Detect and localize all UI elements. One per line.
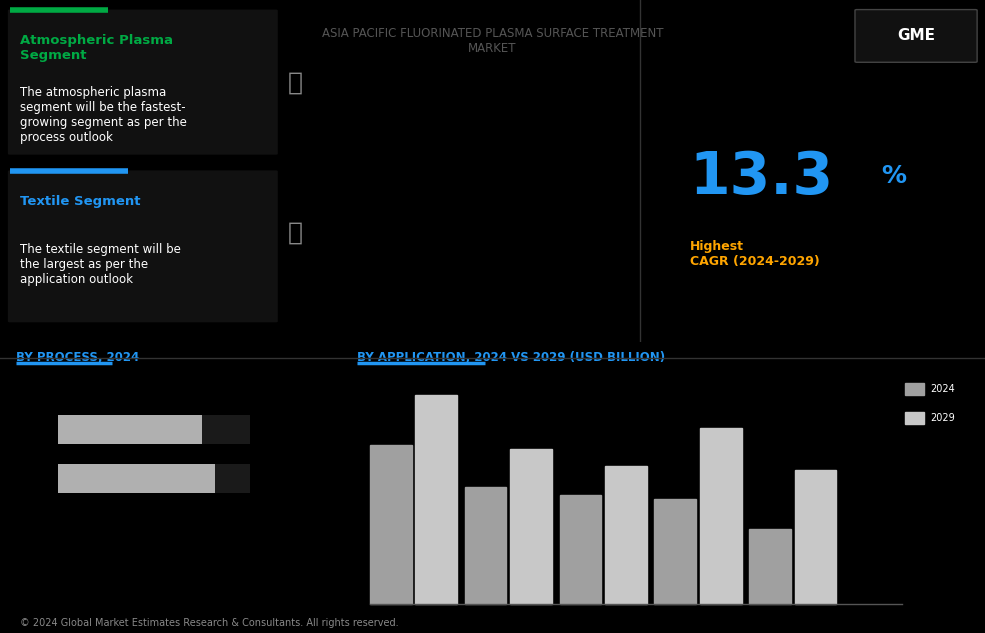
Text: ⓘ: ⓘ <box>288 70 303 94</box>
Bar <box>905 412 924 423</box>
Text: GME: GME <box>897 28 935 44</box>
Bar <box>370 445 412 604</box>
Bar <box>58 465 216 493</box>
FancyBboxPatch shape <box>8 9 278 154</box>
Text: BY PROCESS, 2024: BY PROCESS, 2024 <box>16 351 139 364</box>
Text: 13.3: 13.3 <box>690 149 833 206</box>
Text: The atmospheric plasma
segment will be the fastest-
growing segment as per the
p: The atmospheric plasma segment will be t… <box>20 85 186 144</box>
Text: ASIA PACIFIC FLUORINATED PLASMA SURFACE TREATMENT
MARKET: ASIA PACIFIC FLUORINATED PLASMA SURFACE … <box>322 27 663 55</box>
Bar <box>58 415 202 444</box>
Bar <box>700 428 742 604</box>
Text: Highest
CAGR (2024-2029): Highest CAGR (2024-2029) <box>690 239 820 268</box>
Bar <box>216 465 250 493</box>
Text: %: % <box>882 164 906 188</box>
Text: ⓘ: ⓘ <box>288 221 303 245</box>
FancyBboxPatch shape <box>855 9 977 62</box>
Text: Textile Segment: Textile Segment <box>20 195 140 208</box>
Bar <box>605 466 647 604</box>
Bar <box>202 415 250 444</box>
Bar <box>654 499 696 604</box>
Bar <box>465 487 506 604</box>
Text: 2024: 2024 <box>931 384 955 394</box>
Bar <box>905 383 924 394</box>
Bar <box>510 449 552 604</box>
Bar <box>559 495 601 604</box>
Bar <box>795 470 836 604</box>
Text: The textile segment will be
the largest as per the
application outlook: The textile segment will be the largest … <box>20 243 180 286</box>
FancyBboxPatch shape <box>8 170 278 322</box>
Text: Atmospheric Plasma
Segment: Atmospheric Plasma Segment <box>20 34 172 62</box>
Text: © 2024 Global Market Estimates Research & Consultants. All rights reserved.: © 2024 Global Market Estimates Research … <box>20 618 398 628</box>
Bar <box>416 394 457 604</box>
Text: BY APPLICATION, 2024 VS 2029 (USD BILLION): BY APPLICATION, 2024 VS 2029 (USD BILLIO… <box>358 351 665 364</box>
Bar <box>750 529 791 604</box>
Text: 2029: 2029 <box>931 413 955 423</box>
